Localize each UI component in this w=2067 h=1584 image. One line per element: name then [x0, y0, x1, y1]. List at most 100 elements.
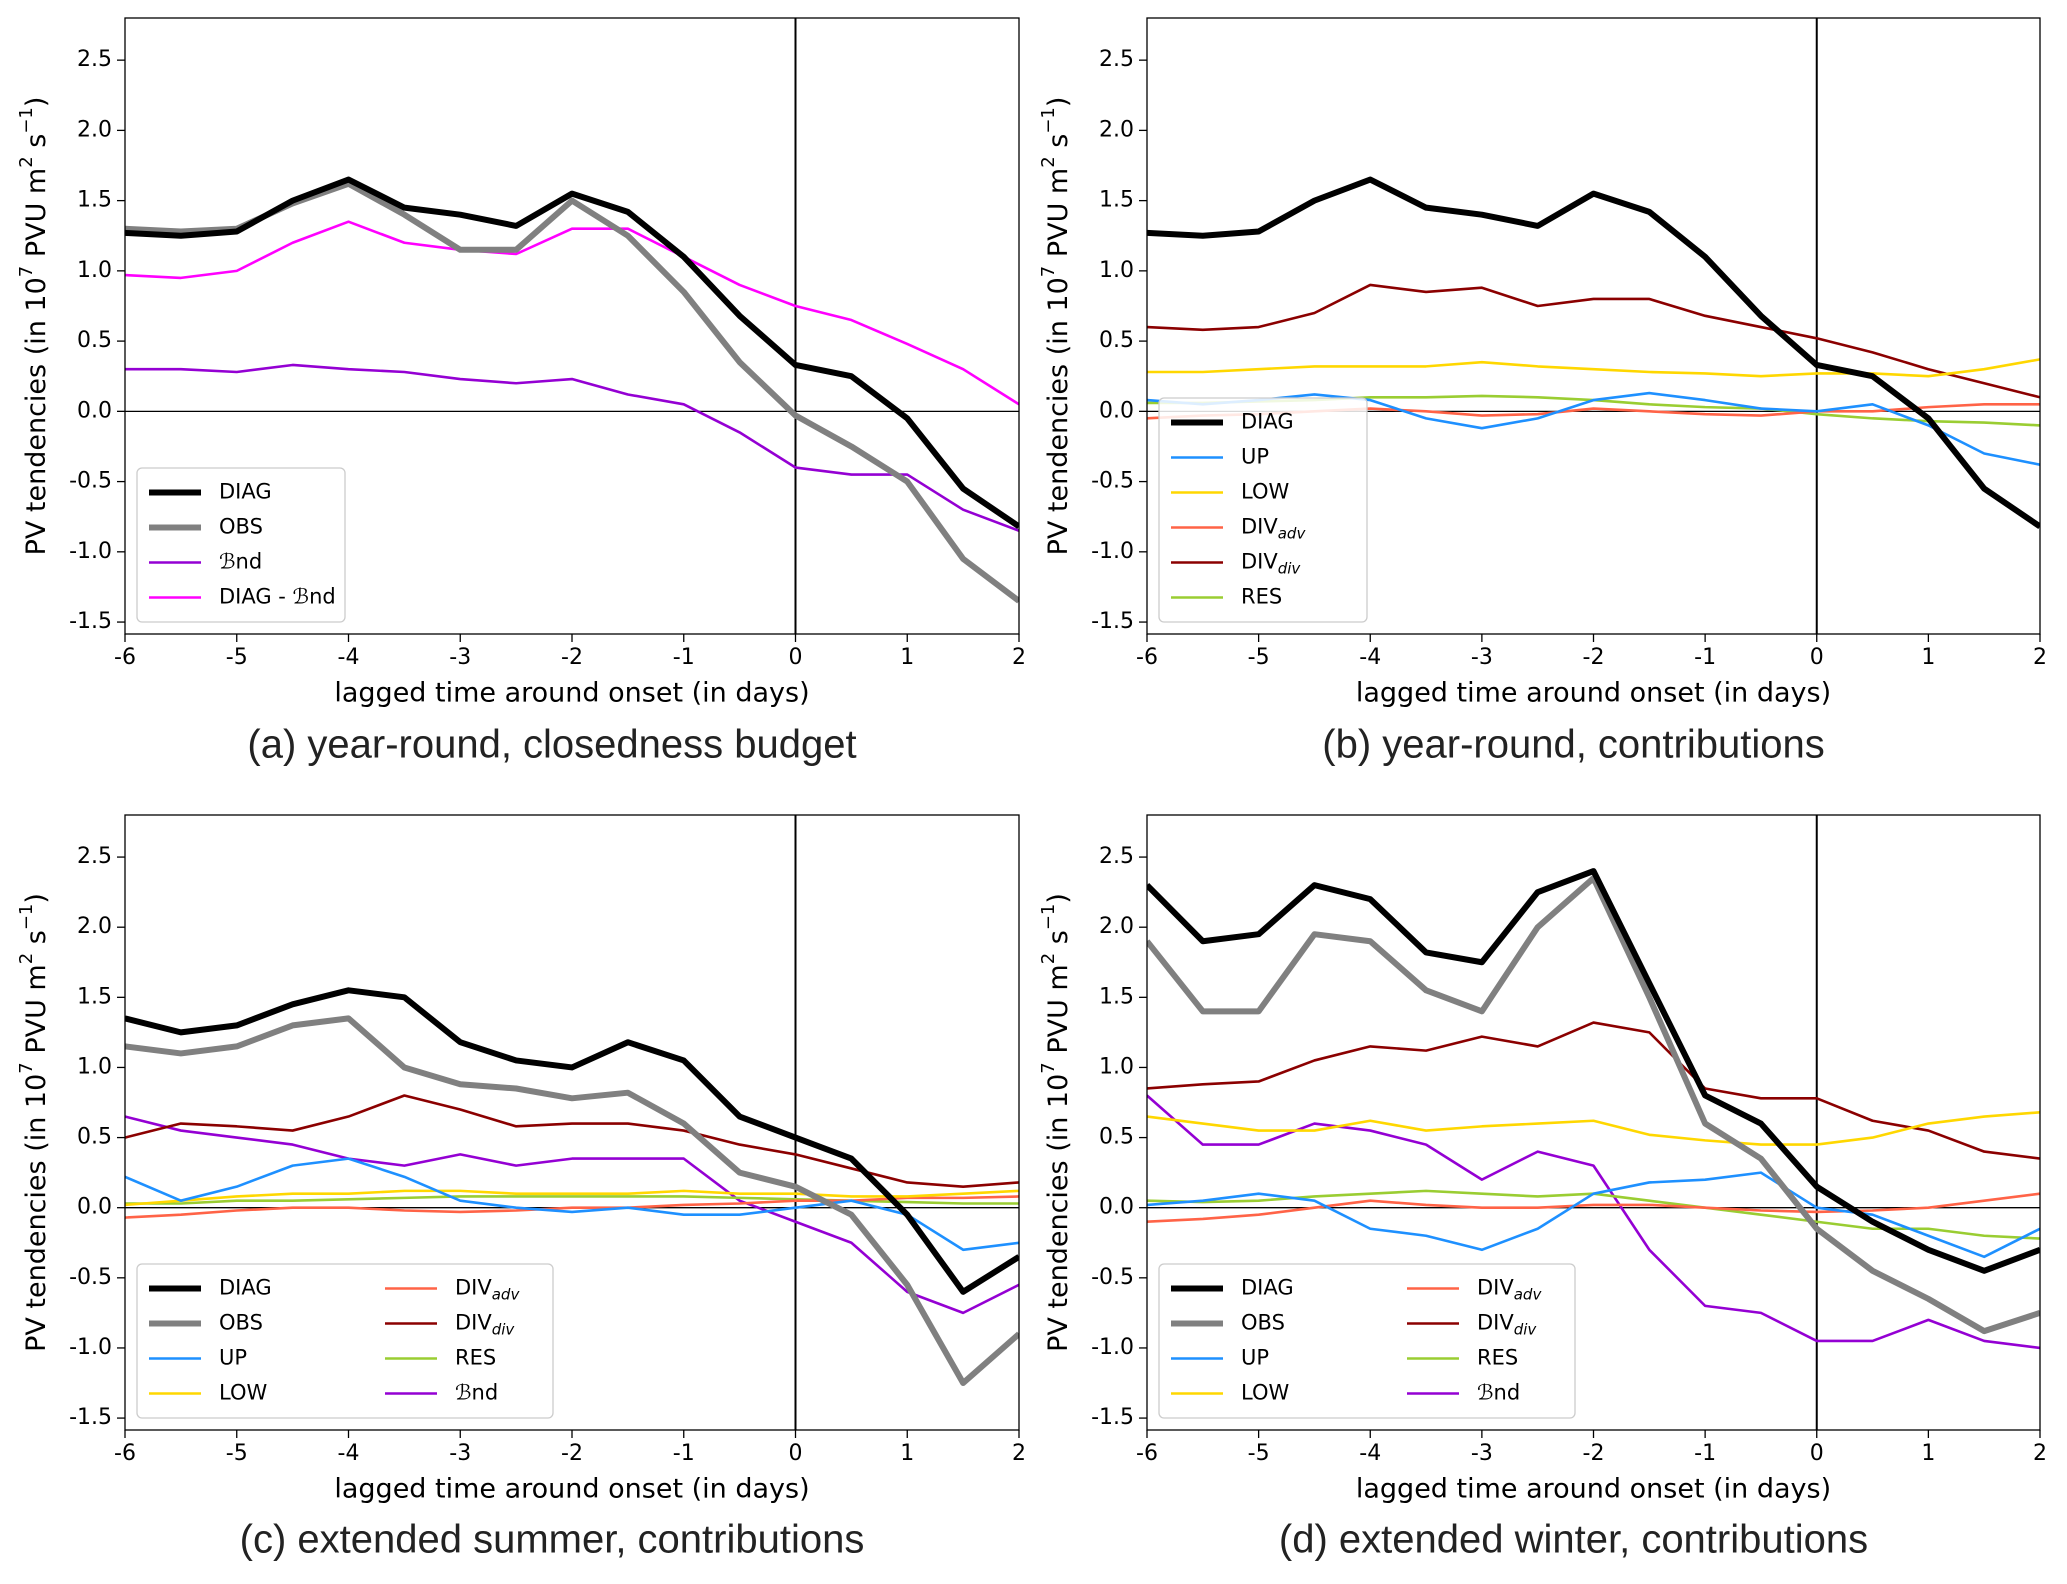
series-line	[1147, 875, 2040, 1335]
legend-name: DIAG	[219, 480, 272, 504]
legend-subscript: adv	[1514, 1285, 1543, 1303]
y-tick-label: 2.0	[1099, 117, 1134, 142]
y-tick-label: 0.0	[1099, 1195, 1134, 1220]
y-tick-label: -0.5	[69, 1265, 112, 1290]
plot-frame	[1146, 17, 2041, 635]
legend-label: UP	[219, 1346, 247, 1370]
series-line	[125, 363, 1019, 532]
y-label-sup: 2	[16, 156, 37, 167]
legend-name: UP	[219, 1346, 247, 1370]
legend-label: DIAG	[219, 480, 272, 504]
series-line	[125, 1189, 1019, 1207]
y-tick-label: 2.5	[1099, 844, 1134, 869]
x-tick-label: 2	[1012, 645, 1026, 670]
panel: -1.5 -1.0 -0.5 0.0 0.5 1.0 1.5 2.0 2.5 -6 -5 -4 -3 -2…	[16, 814, 1026, 1562]
y-tick-label: 2.5	[77, 47, 112, 72]
y-label-sup: −1	[16, 904, 37, 931]
y-label-part: PV tendencies (in 10	[1043, 1074, 1074, 1352]
x-tick-label: -1	[673, 645, 695, 670]
series-line	[125, 1115, 1019, 1315]
panel-caption: (d) extended winter, contributions	[1279, 1518, 1868, 1562]
y-label-sup: 7	[1038, 266, 1059, 277]
panel-caption: (c) extended summer, contributions	[240, 1518, 865, 1562]
y-tick-label: 0.5	[1099, 1125, 1134, 1150]
x-tick-label: -5	[1248, 645, 1270, 670]
panel-caption: (a) year-round, closedness budget	[247, 723, 856, 767]
legend-label: DIVdiv	[1241, 550, 1301, 578]
y-tick-label: 2.0	[77, 914, 112, 939]
x-tick-label: -5	[226, 645, 248, 670]
x-tick-label: -2	[561, 645, 583, 670]
y-tick-label: -0.5	[69, 469, 112, 494]
legend-name: DIV	[1241, 550, 1278, 574]
legend-label: DIAG	[1241, 1276, 1294, 1300]
series-line	[125, 987, 1019, 1295]
legend-label: DIAG	[1241, 410, 1294, 434]
legend-subscript: div	[1514, 1320, 1538, 1338]
legend-box	[1158, 397, 1368, 623]
y-tick-label: -1.0	[69, 1335, 112, 1360]
y-tick-label: 1.5	[77, 984, 112, 1009]
plot-frame	[124, 17, 1020, 635]
x-tick-label: -3	[1471, 1441, 1493, 1466]
legend-label: DIVadv	[1477, 1276, 1542, 1304]
legend-name: DIV	[1241, 515, 1278, 539]
series-line	[1147, 358, 2040, 378]
x-tick-label: -1	[1694, 645, 1716, 670]
x-tick-label: -1	[673, 1441, 695, 1466]
y-label-part: PV tendencies (in 10	[21, 277, 52, 555]
legend-label: DIVdiv	[1477, 1311, 1537, 1339]
series-line	[1147, 1111, 2040, 1146]
x-tick-label: -6	[114, 1441, 136, 1466]
y-tick-label: -0.5	[1091, 469, 1134, 494]
y-label-sup: 2	[16, 953, 37, 964]
y-label-part: PVU m	[1043, 168, 1074, 266]
x-tick-label: -3	[449, 645, 471, 670]
y-tick-label: 1.0	[1099, 258, 1134, 283]
x-tick-label: 2	[1012, 1441, 1026, 1466]
series-line	[125, 1195, 1019, 1219]
x-tick-label: 1	[1921, 645, 1935, 670]
legend-label: UP	[1241, 1346, 1269, 1370]
legend-name: DIV	[455, 1276, 492, 1300]
legend-name: DIAG	[1241, 410, 1294, 434]
x-tick-label: -6	[114, 645, 136, 670]
y-label-part: )	[21, 97, 52, 108]
legend-name: ℬnd	[1477, 1381, 1520, 1405]
x-tick-label: 0	[1810, 1441, 1824, 1466]
legend-name: OBS	[219, 1311, 263, 1335]
legend-name: ℬnd	[455, 1381, 498, 1405]
legend-name: LOW	[219, 1381, 267, 1405]
series-line	[1147, 1189, 2040, 1240]
legend-name: LOW	[1241, 480, 1289, 504]
series-group	[125, 987, 1019, 1387]
x-tick-label: -6	[1136, 645, 1158, 670]
y-label-part: s	[1043, 134, 1074, 157]
legend-name: OBS	[219, 515, 263, 539]
legend-subscript: adv	[1278, 524, 1307, 542]
plot-frame	[1146, 814, 2041, 1431]
y-tick-label: -0.5	[1091, 1265, 1134, 1290]
series-line	[125, 1195, 1019, 1205]
y-tick-label: 1.0	[1099, 1054, 1134, 1079]
y-tick-label: 2.5	[77, 844, 112, 869]
y-tick-label: 0.0	[1099, 398, 1134, 423]
x-tick-label: -2	[561, 1441, 583, 1466]
y-tick-label: -1.5	[1091, 1405, 1134, 1430]
y-label-sup: 7	[16, 266, 37, 277]
legend-label: ℬnd	[219, 550, 262, 574]
y-tick-label: 0.5	[77, 328, 112, 353]
series-line	[125, 1157, 1019, 1252]
legend-name: DIV	[1477, 1276, 1514, 1300]
x-tick-label: 0	[789, 1441, 803, 1466]
legend-name: DIAG	[1241, 1276, 1294, 1300]
x-axis-label: lagged time around onset (in days)	[334, 1474, 809, 1505]
legend-name: DIV	[455, 1311, 492, 1335]
series-line	[125, 220, 1019, 406]
y-label-part: PVU m	[1043, 964, 1074, 1062]
y-tick-label: 0.0	[77, 398, 112, 423]
y-tick-label: 0.0	[77, 1195, 112, 1220]
y-tick-label: 1.5	[77, 188, 112, 213]
y-label-part: PVU m	[21, 168, 52, 266]
